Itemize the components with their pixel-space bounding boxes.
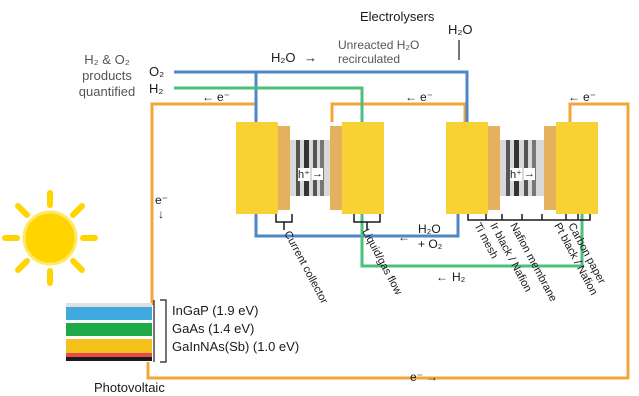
products-label-line1: H₂ & O₂ <box>84 52 130 67</box>
pv-layer-label-gainnas: GaInNAs(Sb) (1.0 eV) <box>172 339 300 354</box>
pv-layer-ingap <box>66 307 152 320</box>
pv-layer-label-gaas: GaAs (1.4 eV) <box>172 321 255 336</box>
hole-label-2: h⁺ <box>510 168 522 181</box>
photovoltaic-stack <box>66 299 167 363</box>
electrolyser-cell-1 <box>236 122 384 230</box>
electron-label-bottom: e⁻ <box>410 370 424 384</box>
water-o2-line2: + O₂ <box>418 237 443 251</box>
cathode-collector-1 <box>330 126 342 210</box>
anode-collector-2 <box>488 126 500 210</box>
anode-electrode-1 <box>236 122 278 214</box>
pv-layer-label-ingap: InGaP (1.9 eV) <box>172 303 259 318</box>
h2-flow-top-line <box>174 86 364 122</box>
electron-label-1: e⁻ <box>217 90 231 104</box>
o2-flow-bottom-line <box>254 212 460 238</box>
cathode-collector-2 <box>544 126 556 210</box>
h2-flow-bottom-line <box>360 212 584 268</box>
cathode-electrode-1 <box>342 122 384 214</box>
h2-output-label: H₂ <box>149 81 164 96</box>
circuit-return-wire <box>146 102 630 380</box>
electron-arrow-3: ← <box>568 90 580 104</box>
electron-label-2: e⁻ <box>420 90 434 104</box>
electrolyser-cell-2 <box>446 122 598 221</box>
o2-flow-top-line <box>174 70 469 122</box>
water-o2-line1: H₂O <box>418 222 441 236</box>
photovoltaic-caption: Photovoltaic <box>94 380 165 395</box>
water-o2-arrow: ← <box>398 230 410 244</box>
circuit-middle-wire <box>330 102 467 122</box>
pv-layer-gainnas <box>66 339 152 353</box>
cathode-electrode-2 <box>556 122 598 214</box>
water-top-left-label: H₂O <box>271 50 296 65</box>
diagram-title: Electrolysers <box>360 9 435 24</box>
products-label-line3: quantified <box>78 84 136 99</box>
electron-arrow-2: ← <box>405 90 417 104</box>
water-inlet-label: H₂O <box>448 22 473 37</box>
unreacted-label-line2: recirculated <box>338 52 401 66</box>
o2-output-label: O₂ <box>149 64 165 79</box>
electron-label-3: e⁻ <box>583 90 597 104</box>
electron-arrow-down: ↓ <box>158 207 164 221</box>
sun-icon <box>2 190 98 286</box>
pv-layer-gaas <box>66 323 152 336</box>
electron-arrow-1: ← <box>202 90 214 104</box>
recirculate-arrow: → <box>304 50 317 65</box>
hole-label-1: h⁺ <box>298 168 310 181</box>
anode-electrode-2 <box>446 122 488 214</box>
unreacted-label-line1: Unreacted H₂O <box>338 38 420 52</box>
products-label-line2: products <box>82 68 132 83</box>
electron-arrow-bottom: → <box>426 370 438 384</box>
h2-return-label: H₂ <box>452 270 466 284</box>
h2-return-arrow: ← <box>436 270 448 284</box>
anode-collector-1 <box>278 126 290 210</box>
hole-arrow-2: → <box>524 168 535 180</box>
hole-arrow-1: → <box>312 168 323 180</box>
electron-label-left: e⁻ <box>155 193 169 207</box>
